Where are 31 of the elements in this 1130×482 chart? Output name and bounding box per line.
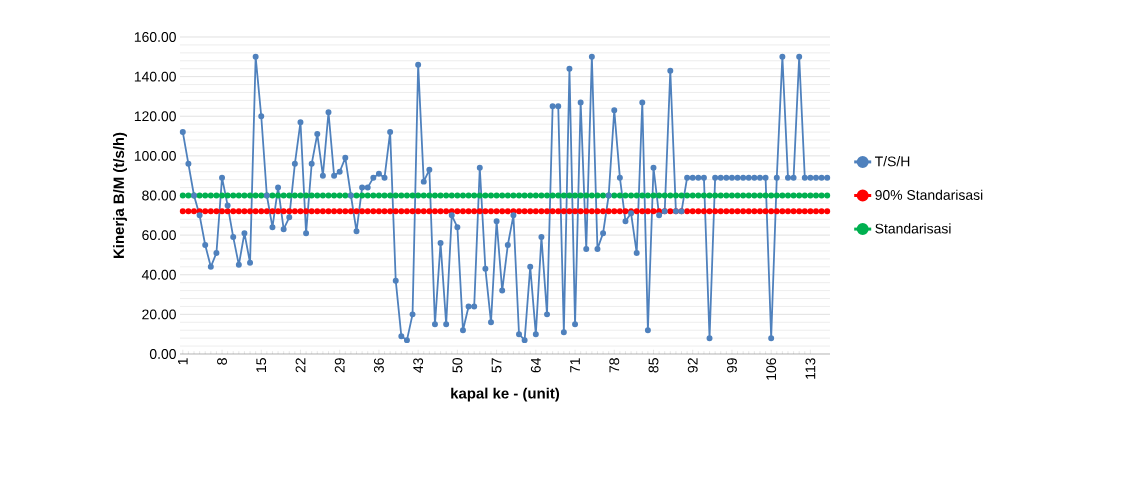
x-tick-label: 106: [766, 358, 777, 380]
y-tick-label: 20.00: [142, 309, 176, 320]
x-tick-label: 22: [295, 358, 306, 373]
x-tick-label: 85: [648, 358, 659, 373]
y-tick-label: 140.00: [134, 71, 176, 82]
x-tick-label: 64: [530, 357, 541, 373]
y-tick-label: 60.00: [142, 230, 176, 241]
x-tick-label: 29: [334, 358, 345, 373]
x-tick-label: 92: [687, 358, 698, 373]
y-tick-label: 100.00: [134, 150, 176, 161]
x-tick-label: 43: [413, 358, 424, 373]
x-tick-label: 36: [373, 358, 384, 373]
y-tick-label: 80.00: [142, 190, 176, 201]
legend-label: T/S/H: [875, 156, 910, 167]
x-axis-title: kapal ke - (unit): [451, 387, 560, 402]
y-tick-label: 0.00: [149, 349, 176, 359]
x-tick-label: 71: [570, 358, 580, 373]
x-tick-label: 99: [727, 358, 737, 373]
x-tick-label: 15: [256, 358, 267, 372]
x-tick-label: 50: [452, 358, 463, 373]
legend-label: 90% Standarisasi: [875, 189, 983, 200]
x-tick-label: 8: [217, 358, 227, 365]
x-tick-label: 78: [609, 358, 620, 373]
x-tick-label: 57: [491, 358, 502, 373]
x-tick-label: 1: [178, 358, 188, 365]
y-tick-label: 160.00: [134, 32, 176, 42]
x-tick-label: 113: [805, 358, 816, 379]
y-axis-title: Kinerja B/M (t/s/h): [113, 132, 127, 259]
y-tick-label: 40.00: [141, 269, 176, 280]
legend-label: Standarisasi: [875, 223, 951, 234]
y-tick-label: 120.00: [134, 111, 176, 122]
